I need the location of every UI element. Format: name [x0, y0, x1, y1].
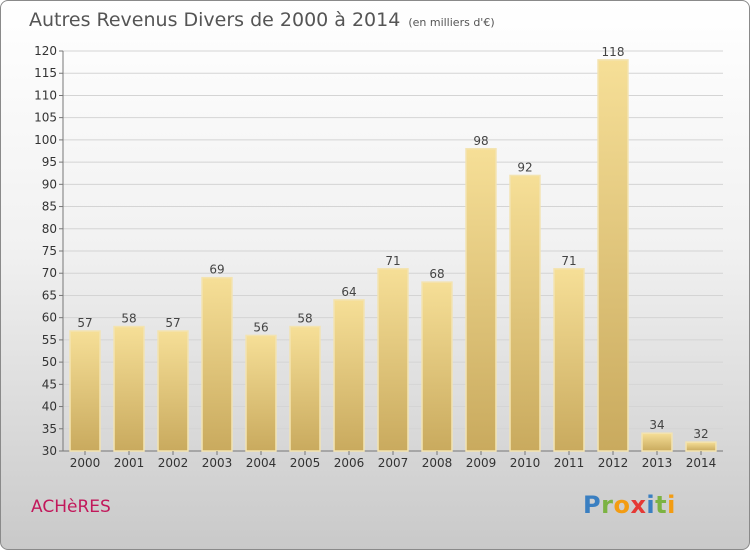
- chart-title: Autres Revenus Divers de 2000 à 2014 (en …: [29, 9, 495, 31]
- data-label: 57: [77, 316, 92, 330]
- y-tick-label: 105: [34, 111, 57, 125]
- x-tick-label: 2008: [422, 456, 453, 470]
- bar: [685, 441, 717, 452]
- bar: [509, 174, 541, 452]
- y-tick-label: 85: [42, 200, 57, 214]
- y-tick-label: 100: [34, 133, 57, 147]
- x-tick-label: 2006: [334, 456, 365, 470]
- logo-letter: i: [646, 491, 656, 519]
- x-tick-label: 2002: [158, 456, 189, 470]
- y-tick-label: 35: [42, 422, 57, 436]
- y-tick-label: 45: [42, 377, 57, 391]
- bar: [245, 334, 277, 452]
- y-tick-label: 55: [42, 333, 57, 347]
- data-label: 71: [385, 254, 400, 268]
- x-tick-label: 2009: [466, 456, 497, 470]
- data-label: 92: [517, 160, 532, 174]
- data-label: 98: [473, 134, 488, 148]
- bar: [641, 432, 673, 452]
- logo-letter: x: [630, 491, 647, 519]
- data-label: 118: [602, 45, 625, 59]
- y-tick-label: 50: [42, 355, 57, 369]
- x-tick-label: 2013: [642, 456, 673, 470]
- bar: [465, 148, 497, 452]
- logo-letter: o: [613, 491, 631, 519]
- data-label: 58: [297, 312, 312, 326]
- data-label: 69: [209, 263, 224, 277]
- x-tick-label: 2011: [554, 456, 585, 470]
- x-tick-label: 2001: [114, 456, 145, 470]
- y-tick-label: 30: [42, 444, 57, 458]
- bar: [113, 325, 145, 452]
- bar: [421, 281, 453, 452]
- y-tick-label: 40: [42, 400, 57, 414]
- data-label: 64: [341, 285, 356, 299]
- y-tick-label: 65: [42, 288, 57, 302]
- data-label: 68: [429, 267, 444, 281]
- y-tick-label: 115: [34, 66, 57, 80]
- x-tick-label: 2004: [246, 456, 277, 470]
- proxiti-logo: Proxiti: [583, 491, 676, 519]
- logo-letter: t: [655, 491, 668, 519]
- logo-letter: P: [583, 491, 602, 519]
- bar: [377, 268, 409, 452]
- x-tick-label: 2007: [378, 456, 409, 470]
- x-tick-label: 2005: [290, 456, 321, 470]
- data-label: 56: [253, 320, 268, 334]
- chart-title-text: Autres Revenus Divers de 2000 à 2014: [29, 9, 401, 31]
- bar: [157, 330, 189, 452]
- x-tick-label: 2010: [510, 456, 541, 470]
- bar: [597, 59, 629, 452]
- y-tick-label: 90: [42, 177, 57, 191]
- y-tick-label: 70: [42, 266, 57, 280]
- bar: [553, 268, 585, 452]
- logo-letter: i: [667, 491, 676, 519]
- bar: [333, 299, 365, 452]
- x-tick-label: 2003: [202, 456, 233, 470]
- y-tick-label: 95: [42, 155, 57, 169]
- x-tick-label: 2014: [686, 456, 717, 470]
- chart-unit-note: (en milliers d'€): [408, 16, 495, 29]
- logo-letter: r: [601, 491, 614, 519]
- data-label: 58: [121, 312, 136, 326]
- bar: [289, 325, 321, 452]
- y-tick-label: 120: [34, 44, 57, 58]
- data-label: 71: [561, 254, 576, 268]
- x-tick-label: 2012: [598, 456, 629, 470]
- y-tick-label: 60: [42, 311, 57, 325]
- y-tick-label: 110: [34, 88, 57, 102]
- city-name: ACHèRES: [31, 497, 111, 517]
- bar: [69, 330, 101, 452]
- y-tick-label: 75: [42, 244, 57, 258]
- y-tick-label: 80: [42, 222, 57, 236]
- data-label: 34: [649, 418, 664, 432]
- x-tick-label: 2000: [70, 456, 101, 470]
- bar: [201, 276, 233, 452]
- data-label: 32: [693, 427, 708, 441]
- data-label: 57: [165, 316, 180, 330]
